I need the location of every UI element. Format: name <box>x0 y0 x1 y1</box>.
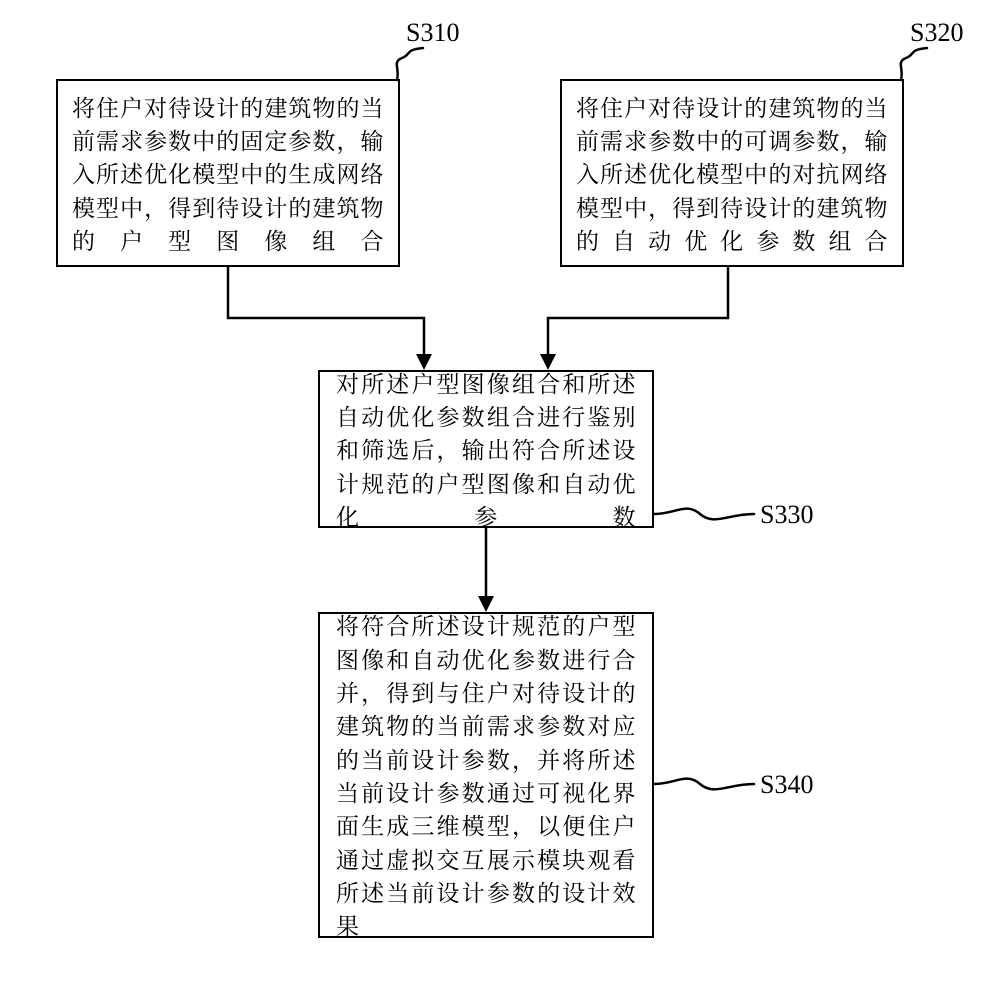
squiggle-s340 <box>654 779 754 790</box>
node-s340: 将符合所述设计规范的户型图像和自动优化参数进行合并，得到与住户对待设计的建筑物的… <box>318 612 654 938</box>
edge-s310-to-s330 <box>228 267 424 360</box>
node-s310-text: 将住户对待设计的建筑物的当前需求参数中的固定参数，输入所述优化模型中的生成网络模… <box>58 90 398 257</box>
flowchart-canvas: 将住户对待设计的建筑物的当前需求参数中的固定参数，输入所述优化模型中的生成网络模… <box>0 0 1000 985</box>
squiggle-s310 <box>397 48 423 80</box>
node-s310: 将住户对待设计的建筑物的当前需求参数中的固定参数，输入所述优化模型中的生成网络模… <box>56 79 400 267</box>
label-s330: S330 <box>760 500 813 530</box>
node-s330-text: 对所述户型图像组合和所述自动优化参数组合进行鉴别和筛选后，输出符合所述设计规范的… <box>320 366 652 533</box>
squiggle-s330 <box>654 509 754 520</box>
label-s320: S320 <box>910 18 963 48</box>
edge-s320-to-s330 <box>548 267 728 360</box>
node-s320: 将住户对待设计的建筑物的当前需求参数中的可调参数，输入所述优化模型中的对抗网络模… <box>560 79 904 267</box>
label-s340: S340 <box>760 770 813 800</box>
label-s310: S310 <box>406 18 459 48</box>
squiggle-s320 <box>901 48 927 80</box>
node-s330: 对所述户型图像组合和所述自动优化参数组合进行鉴别和筛选后，输出符合所述设计规范的… <box>318 370 654 528</box>
node-s320-text: 将住户对待设计的建筑物的当前需求参数中的可调参数，输入所述优化模型中的对抗网络模… <box>562 90 902 257</box>
node-s340-text: 将符合所述设计规范的户型图像和自动优化参数进行合并，得到与住户对待设计的建筑物的… <box>320 608 652 941</box>
